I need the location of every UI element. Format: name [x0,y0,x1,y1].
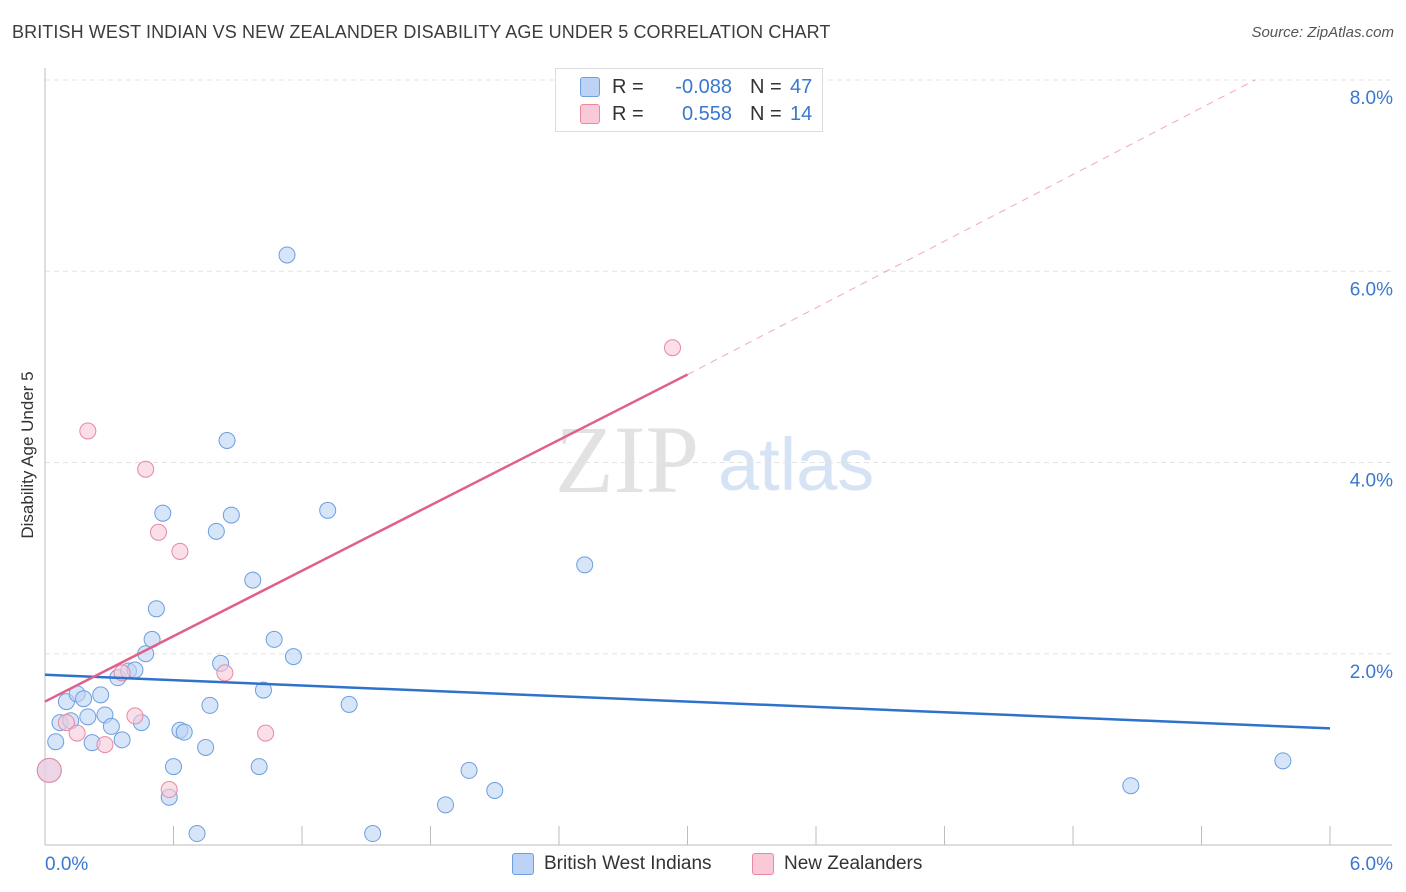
blue-data-point [278,246,296,264]
legend-row-blue: R = -0.088 N = 47 [580,75,812,99]
blue-data-point [364,825,382,843]
blue-data-point [75,690,93,708]
pink-data-point [160,781,178,799]
blue-data-point [207,522,225,540]
pink-data-point [216,664,234,682]
n-label: N = [750,102,782,125]
blue-data-point [92,686,110,704]
blue-data-point [197,738,215,756]
x-tick-label: 0.0% [45,854,88,875]
pink-data-point [57,714,75,732]
blue-data-point [436,796,454,814]
pink-swatch-icon [752,853,774,875]
blue-swatch-icon [580,77,600,97]
y-axis-title: Disability Age Under 5 [18,371,37,539]
n-value: 14 [790,102,813,125]
pink-data-point [36,757,62,783]
blue-data-point [340,695,358,713]
blue-data-point [222,506,240,524]
blue-data-point [319,501,337,519]
n-value: 47 [790,75,813,98]
y-tick-label: 8.0% [1350,88,1393,109]
pink-data-point [68,724,86,742]
pink-data-point [171,542,189,560]
blue-data-point [265,630,283,648]
blue-data-point [1122,777,1140,795]
blue-data-point [284,648,302,666]
blue-data-point [254,681,272,699]
pink-swatch-icon [580,104,600,124]
blue-swatch-icon [512,853,534,875]
legend-row-pink: R = 0.558 N = 14 [580,102,812,126]
blue-data-point [188,825,206,843]
blue-data-point [79,708,97,726]
r-value: 0.558 [681,102,732,125]
blue-data-point [147,600,165,618]
pink-data-point [150,523,168,541]
blue-data-point [102,717,120,735]
y-tick-label: 6.0% [1350,279,1393,300]
legend-label: New Zealanders [784,853,923,874]
r-value: -0.088 [675,75,732,98]
n-label: N = [750,75,782,98]
pink-data-point [664,339,682,357]
blue-data-point [486,781,504,799]
r-label: R = [612,75,644,98]
pink-data-point [257,724,275,742]
blue-data-point [47,733,65,751]
legend-item-new-zealanders[interactable]: New Zealanders [752,852,922,876]
chart-title: BRITISH WEST INDIAN VS NEW ZEALANDER DIS… [12,22,831,42]
r-label: R = [612,102,644,125]
blue-data-point [175,723,193,741]
legend-item-british-west-indians[interactable]: British West Indians [512,852,712,876]
x-tick-label: 6.0% [1350,854,1393,875]
pink-data-point [96,736,114,754]
watermark-zip: ZIP [555,406,699,513]
blue-data-point [244,571,262,589]
pink-data-point [79,422,97,440]
blue-data-point [113,731,131,749]
blue-data-point [165,758,182,776]
blue-data-point [201,696,219,714]
blue-data-point [250,758,268,776]
blue-data-point [218,432,236,450]
watermark-atlas: atlas [718,423,874,506]
blue-data-point [1274,752,1292,770]
blue-data-point [460,761,478,779]
blue-trend-line [44,673,1331,730]
source-label: Source: ZipAtlas.com [1251,24,1394,41]
blue-data-point [576,556,594,574]
pink-trend-extension [687,79,1256,375]
pink-data-point [126,707,144,725]
blue-data-point [154,504,172,522]
pink-data-point [137,460,155,478]
legend-label: British West Indians [544,853,712,874]
pink-trend-line [44,373,689,703]
correlation-legend: R = -0.088 N = 47 R = 0.558 N = 14 [555,68,823,132]
y-tick-label: 4.0% [1350,471,1393,492]
y-tick-label: 2.0% [1350,662,1393,683]
